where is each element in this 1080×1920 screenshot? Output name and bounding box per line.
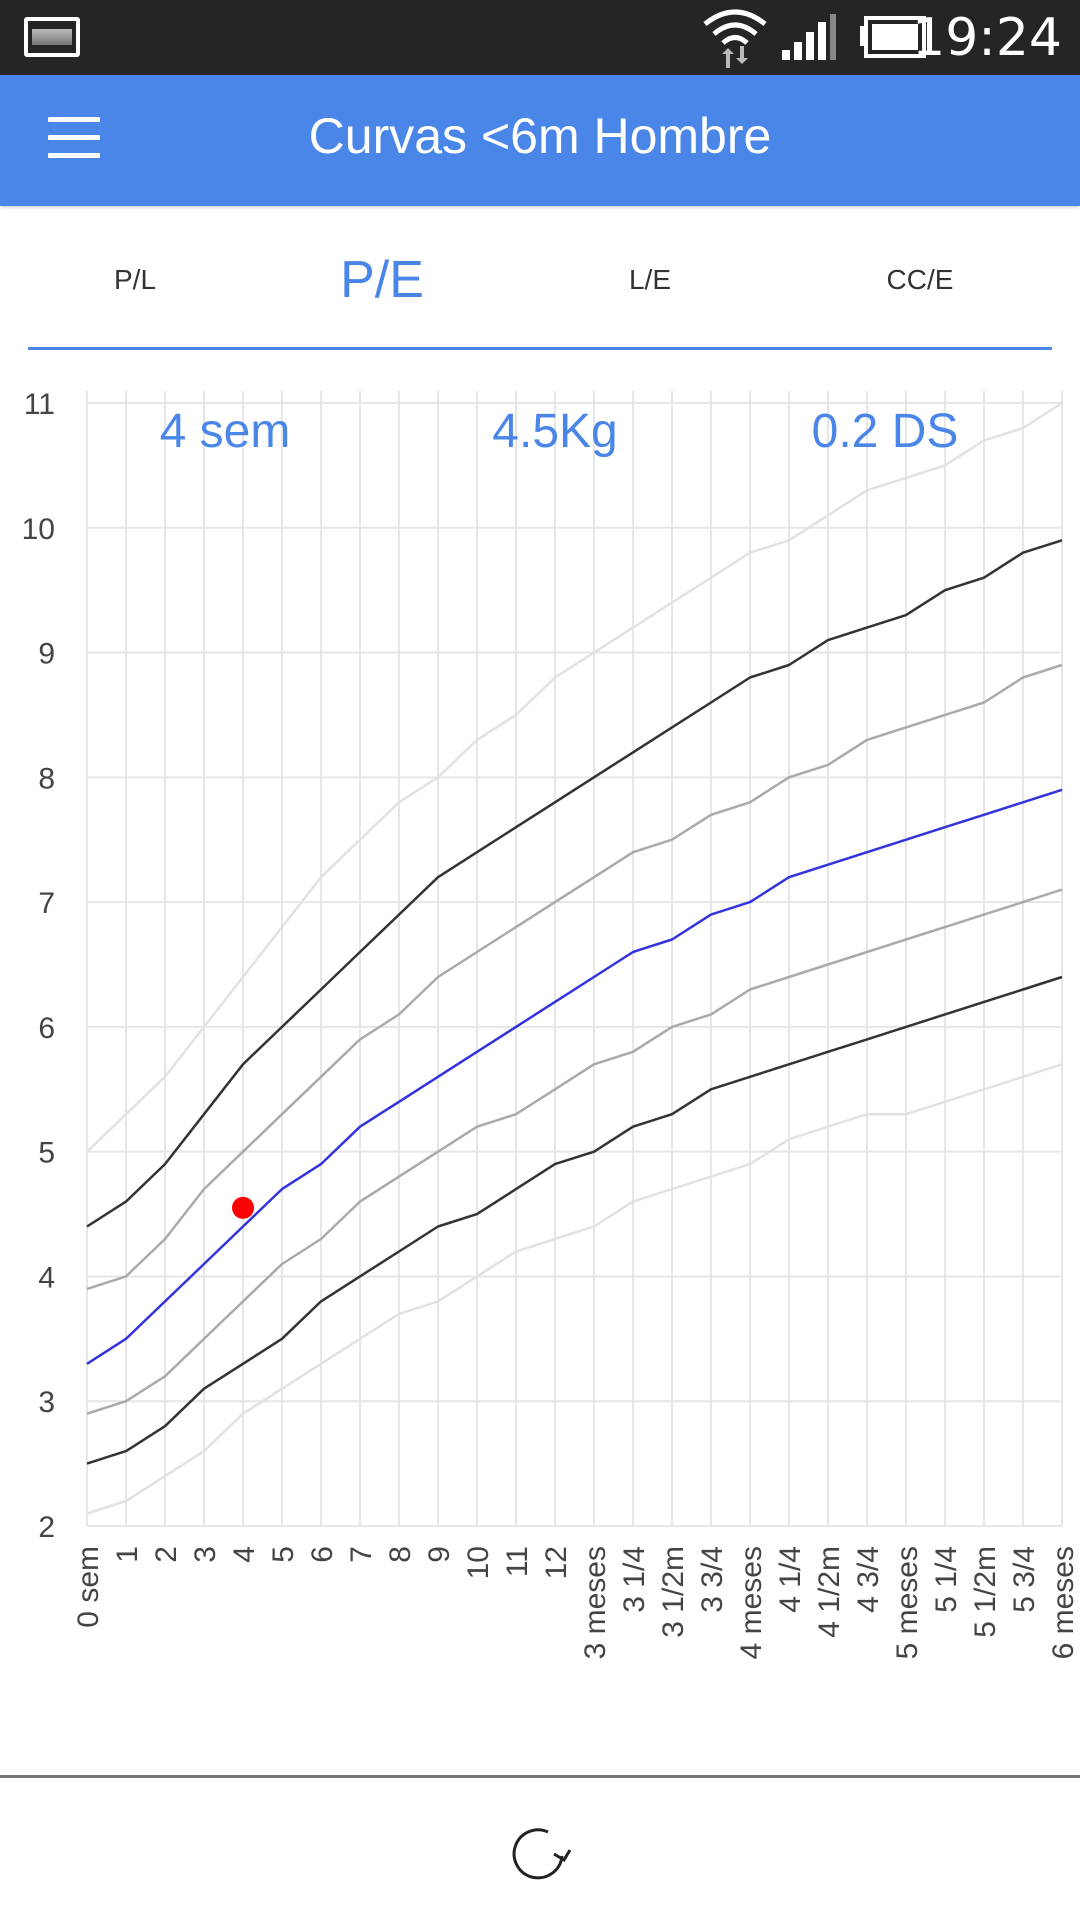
x-tick-label: 9 [423, 1546, 456, 1563]
x-tick-label: 3 meses [579, 1546, 612, 1659]
series-line [86, 975, 1063, 1465]
series-line [86, 1063, 1063, 1515]
y-tick-label: 11 [24, 388, 55, 421]
x-tick-label: 1 [111, 1546, 144, 1563]
x-tick-label: 3 1/4 [618, 1546, 651, 1613]
series-line [86, 788, 1063, 1365]
status-bar: 19:24 [0, 0, 1080, 75]
bottom-divider [0, 1775, 1080, 1778]
x-tick-label: 4 1/2m [813, 1546, 846, 1638]
series-line [86, 539, 1063, 1228]
x-tick-label: 7 [345, 1546, 378, 1563]
x-tick-label: 5 1/2m [969, 1546, 1002, 1638]
x-tick-label: 10 [462, 1546, 495, 1579]
readout-weight: 4.5Kg [492, 405, 617, 458]
app-bar: Curvas <6m Hombre [0, 75, 1080, 206]
x-tick-label: 5 [267, 1546, 300, 1563]
readout-zscore: 0.2 DS [812, 405, 959, 458]
x-tick-label: 8 [384, 1546, 417, 1563]
x-tick-label: 2 [150, 1546, 183, 1563]
image-notification-icon [24, 17, 80, 57]
x-tick-label: 6 meses [1047, 1546, 1080, 1659]
x-tick-label: 11 [501, 1546, 534, 1577]
x-tick-label: 5 3/4 [1008, 1546, 1041, 1613]
status-time: 19:24 [912, 8, 1062, 68]
hamburger-menu-icon[interactable] [40, 111, 110, 171]
tab-p-e[interactable]: P/E [340, 251, 424, 309]
y-tick-label: 3 [38, 1386, 55, 1419]
x-tick-label: 4 1/4 [774, 1546, 807, 1613]
measurement-point[interactable] [232, 1196, 254, 1219]
series-line [86, 888, 1063, 1415]
x-tick-label: 3 [189, 1546, 222, 1563]
x-tick-label: 4 3/4 [852, 1546, 885, 1613]
y-tick-label: 7 [38, 887, 55, 920]
x-tick-label: 6 [306, 1546, 339, 1563]
wifi-icon [703, 9, 767, 68]
active-tab-indicator [28, 347, 1052, 350]
series-line [86, 663, 1063, 1291]
battery-icon [860, 16, 926, 58]
series-line [86, 401, 1063, 1153]
x-tick-label: 3 3/4 [696, 1546, 729, 1613]
y-tick-label: 9 [38, 638, 55, 671]
y-tick-label: 5 [38, 1137, 55, 1170]
x-tick-label: 0 sem [72, 1546, 105, 1628]
y-tick-label: 4 [38, 1261, 55, 1294]
refresh-icon[interactable] [508, 1820, 572, 1884]
x-tick-label: 5 meses [891, 1546, 924, 1659]
growth-chart[interactable]: 2 3 4 5 6 7 8 9 10 11 0 sem 1 2 3 4 5 6 7 8 9 10 11 12 3 meses 3… [0, 380, 1080, 1700]
tab-bar: P/L P/E L/E CC/E [0, 206, 1080, 354]
x-tick-label: 4 meses [735, 1546, 768, 1659]
tab-p-l[interactable]: P/L [113, 264, 157, 295]
x-tick-label: 4 [228, 1546, 261, 1563]
app-title: Curvas <6m Hombre [308, 108, 772, 164]
y-tick-label: 6 [38, 1012, 55, 1045]
signal-icon [782, 14, 836, 60]
x-tick-label: 5 1/4 [930, 1546, 963, 1613]
x-tick-label: 12 [540, 1546, 573, 1579]
x-tick-label: 3 1/2m [657, 1546, 690, 1638]
tab-cc-e[interactable]: CC/E [886, 264, 954, 295]
readout-age: 4 sem [160, 405, 291, 458]
tab-l-e[interactable]: L/E [628, 264, 672, 295]
y-tick-label: 10 [22, 513, 55, 546]
y-tick-label: 8 [38, 762, 55, 795]
y-tick-label: 2 [38, 1511, 55, 1544]
